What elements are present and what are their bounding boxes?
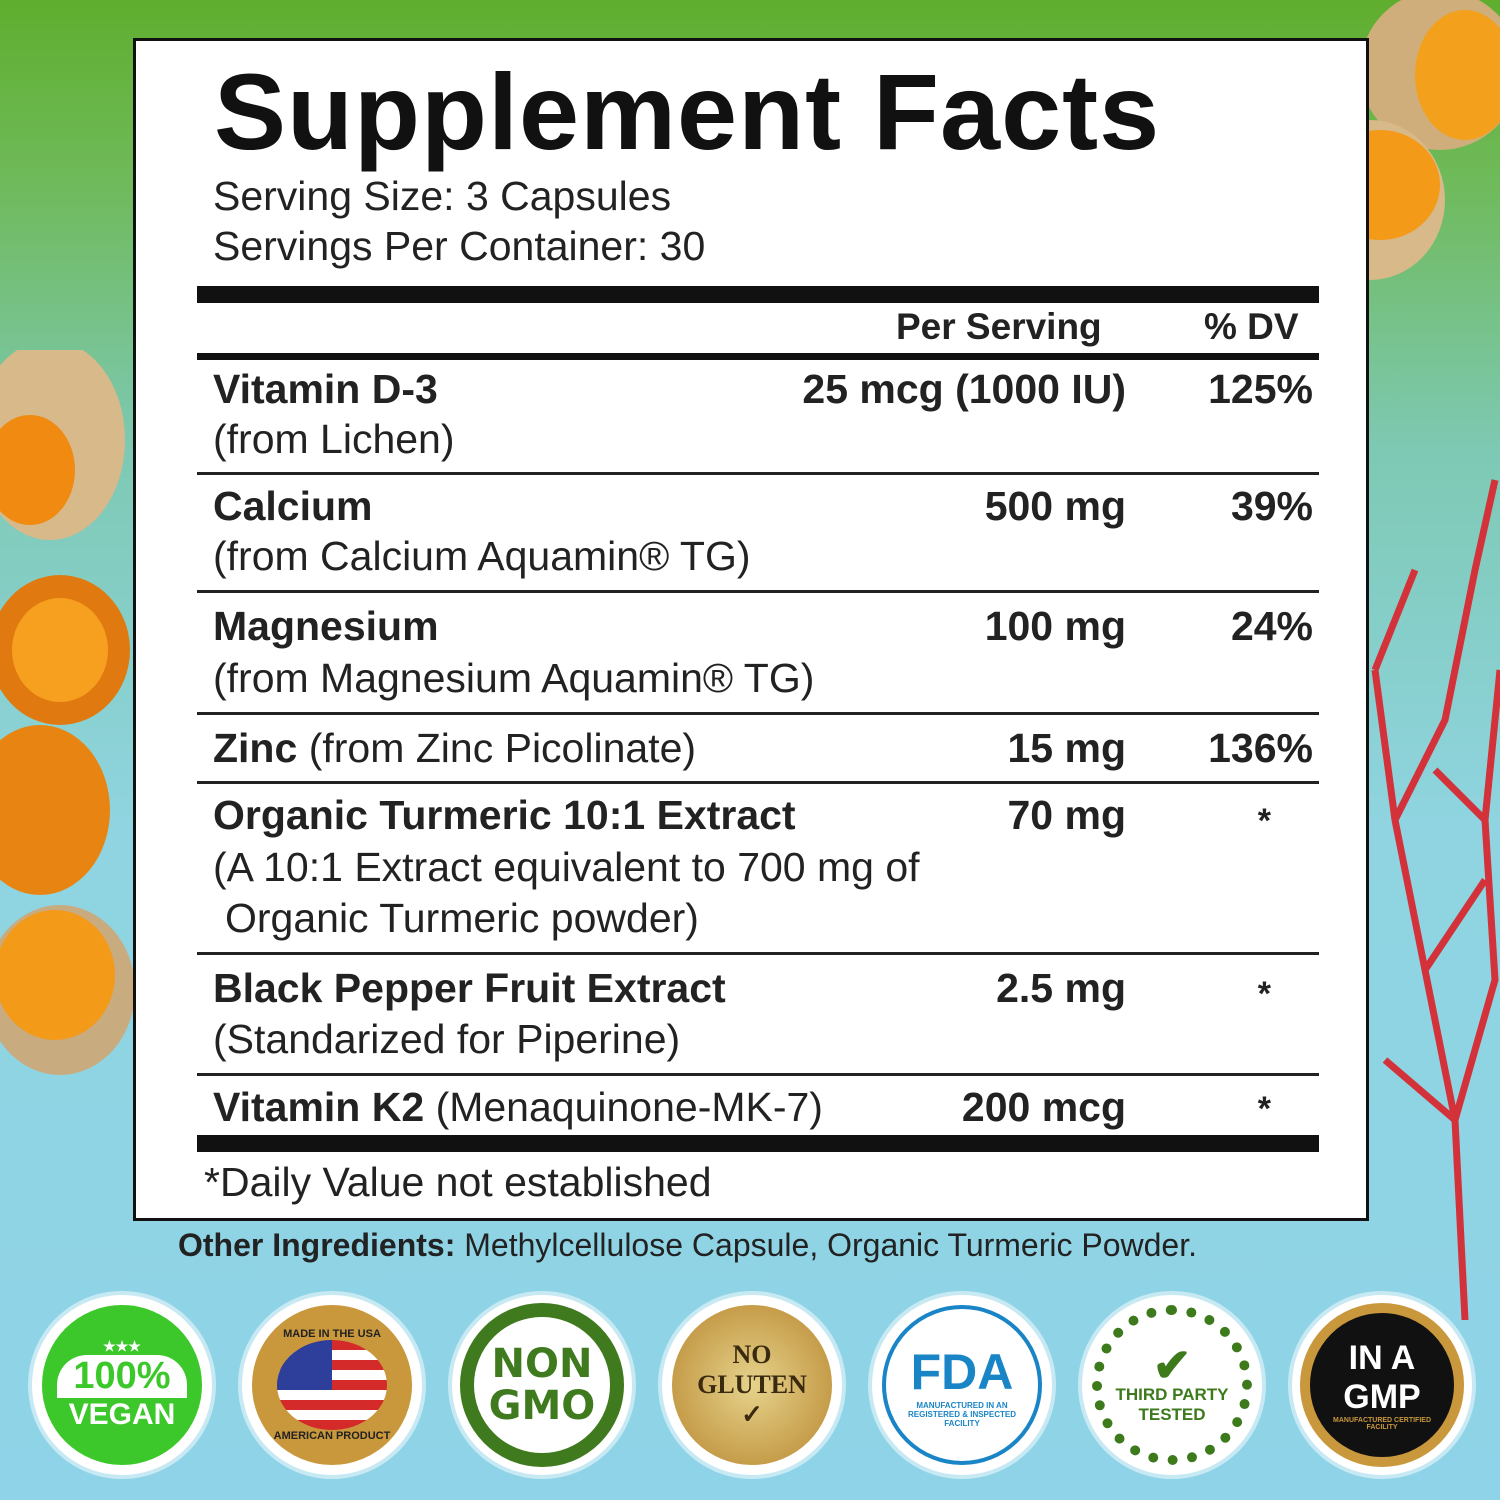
other-ingredients: Other Ingredients: Methylcellulose Capsu… [178,1227,1197,1264]
nutrient-name: Zinc [213,725,298,771]
badge-text: MADE IN THE USA [283,1328,381,1340]
nutrient-dv: * [1257,975,1271,1013]
footnote: *Daily Value not established [204,1159,712,1205]
title: Supplement Facts [214,51,1161,172]
nutrient-name: Black Pepper Fruit Extract [213,965,726,1011]
badge-text: MANUFACTURED IN AN REGISTERED & INSPECTE… [907,1400,1016,1428]
vegan-badge-icon: ★★★ 100% VEGAN [32,1295,212,1475]
nutrient-name: Vitamin D-3 [213,366,438,412]
badge-text: GLUTEN [697,1370,807,1399]
nutrient-amount: 500 mg [984,483,1126,529]
nutrient-source: (from Magnesium Aquamin® TG) [213,655,815,701]
non-gmo-badge-icon: NON GMO [452,1295,632,1475]
servings-per-container: Servings Per Container: 30 [213,223,706,269]
divider-medium [197,353,1319,360]
serving-size: Serving Size: 3 Capsules [213,173,672,219]
nutrient-source: (Standarized for Piperine) [213,1016,681,1062]
badge-text: 100% [57,1355,187,1398]
other-ingredients-label: Other Ingredients: [178,1227,456,1263]
nutrient-dv: 39% [1230,483,1313,529]
badge-text: VEGAN [68,1398,176,1431]
badge-text: NON [491,1341,593,1387]
nutrient-source: (from Zinc Picolinate) [308,725,697,771]
badge-text: NO [732,1340,772,1369]
nutrient-dv: * [1257,1090,1271,1128]
nutrient-amount: 15 mg [1007,725,1127,771]
turmeric-left-image [0,350,135,1075]
nutrient-name: Calcium [213,483,373,529]
badge-text: IN A GMP [1343,1339,1421,1416]
nutrient-name: Vitamin K2 [213,1084,425,1130]
nutrient-amount: 70 mg [1007,792,1127,838]
supplement-facts-panel: Supplement Facts Serving Size: 3 Capsule… [133,38,1369,1221]
third-party-tested-badge-icon: ✔ THIRD PARTY TESTED [1082,1295,1262,1475]
nutrient-row: Vitamin K2 (Menaquinone-MK-7) 200 mcg * [197,1076,1319,1136]
badge-text: FDA [910,1343,1014,1400]
nutrient-row: Calcium (from Calcium Aquamin® TG) 500 m… [197,475,1319,593]
badge-text: TESTED [1138,1405,1206,1424]
usa-badge-icon: MADE IN THE USA AMERICAN PRODUCT [242,1295,422,1475]
nutrient-row: Vitamin D-3 (from Lichen) 25 mcg (1000 I… [197,360,1319,475]
badge-text: THIRD PARTY [1115,1385,1229,1404]
badge-text: MANUFACTURED CERTIFIED FACILITY [1333,1417,1431,1431]
nutrient-amount: 25 mcg (1000 IU) [802,366,1126,412]
nutrient-source: (Menaquinone-MK-7) [435,1084,823,1130]
nutrient-dv: 136% [1208,725,1313,771]
nutrient-dv: 24% [1230,603,1313,649]
nutrient-source: (from Lichen) [213,416,455,462]
nutrient-name: Magnesium [213,603,439,649]
gmp-badge-icon: IN A GMP MANUFACTURED CERTIFIED FACILITY [1292,1295,1472,1475]
nutrient-name: Organic Turmeric 10:1 Extract [213,792,796,838]
nutrient-row: Black Pepper Fruit Extract (Standarized … [197,955,1319,1076]
header-per-serving: Per Serving [896,306,1102,347]
red-seaweed-image [1371,479,1500,1320]
nutrient-amount: 200 mcg [961,1084,1126,1130]
divider-thick [197,286,1319,303]
nutrient-source: (from Calcium Aquamin® TG) [213,533,751,579]
divider-thick [197,1135,1319,1152]
nutrient-dv: * [1257,802,1271,840]
nutrient-dv: 125% [1208,366,1313,412]
other-ingredients-value: Methylcellulose Capsule, Organic Turmeri… [455,1227,1197,1263]
nutrient-row: Magnesium (from Magnesium Aquamin® TG) 1… [197,593,1319,715]
nutrient-amount: 2.5 mg [996,965,1126,1011]
nutrient-source-cont: Organic Turmeric powder) [225,895,699,941]
badge-text: GMO [488,1383,596,1429]
no-gluten-badge-icon: NO GLUTEN ✓ [662,1295,842,1475]
nutrient-source: (A 10:1 Extract equivalent to 700 mg of [213,844,920,890]
badge-text: AMERICAN PRODUCT [273,1430,391,1442]
nutrient-row: Organic Turmeric 10:1 Extract (A 10:1 Ex… [197,784,1319,955]
nutrient-amount: 100 mg [984,603,1126,649]
fda-badge-icon: FDA MANUFACTURED IN AN REGISTERED & INSP… [872,1295,1052,1475]
nutrient-row: Zinc (from Zinc Picolinate) 15 mg 136% [197,715,1319,784]
header-dv: % DV [1204,306,1299,347]
